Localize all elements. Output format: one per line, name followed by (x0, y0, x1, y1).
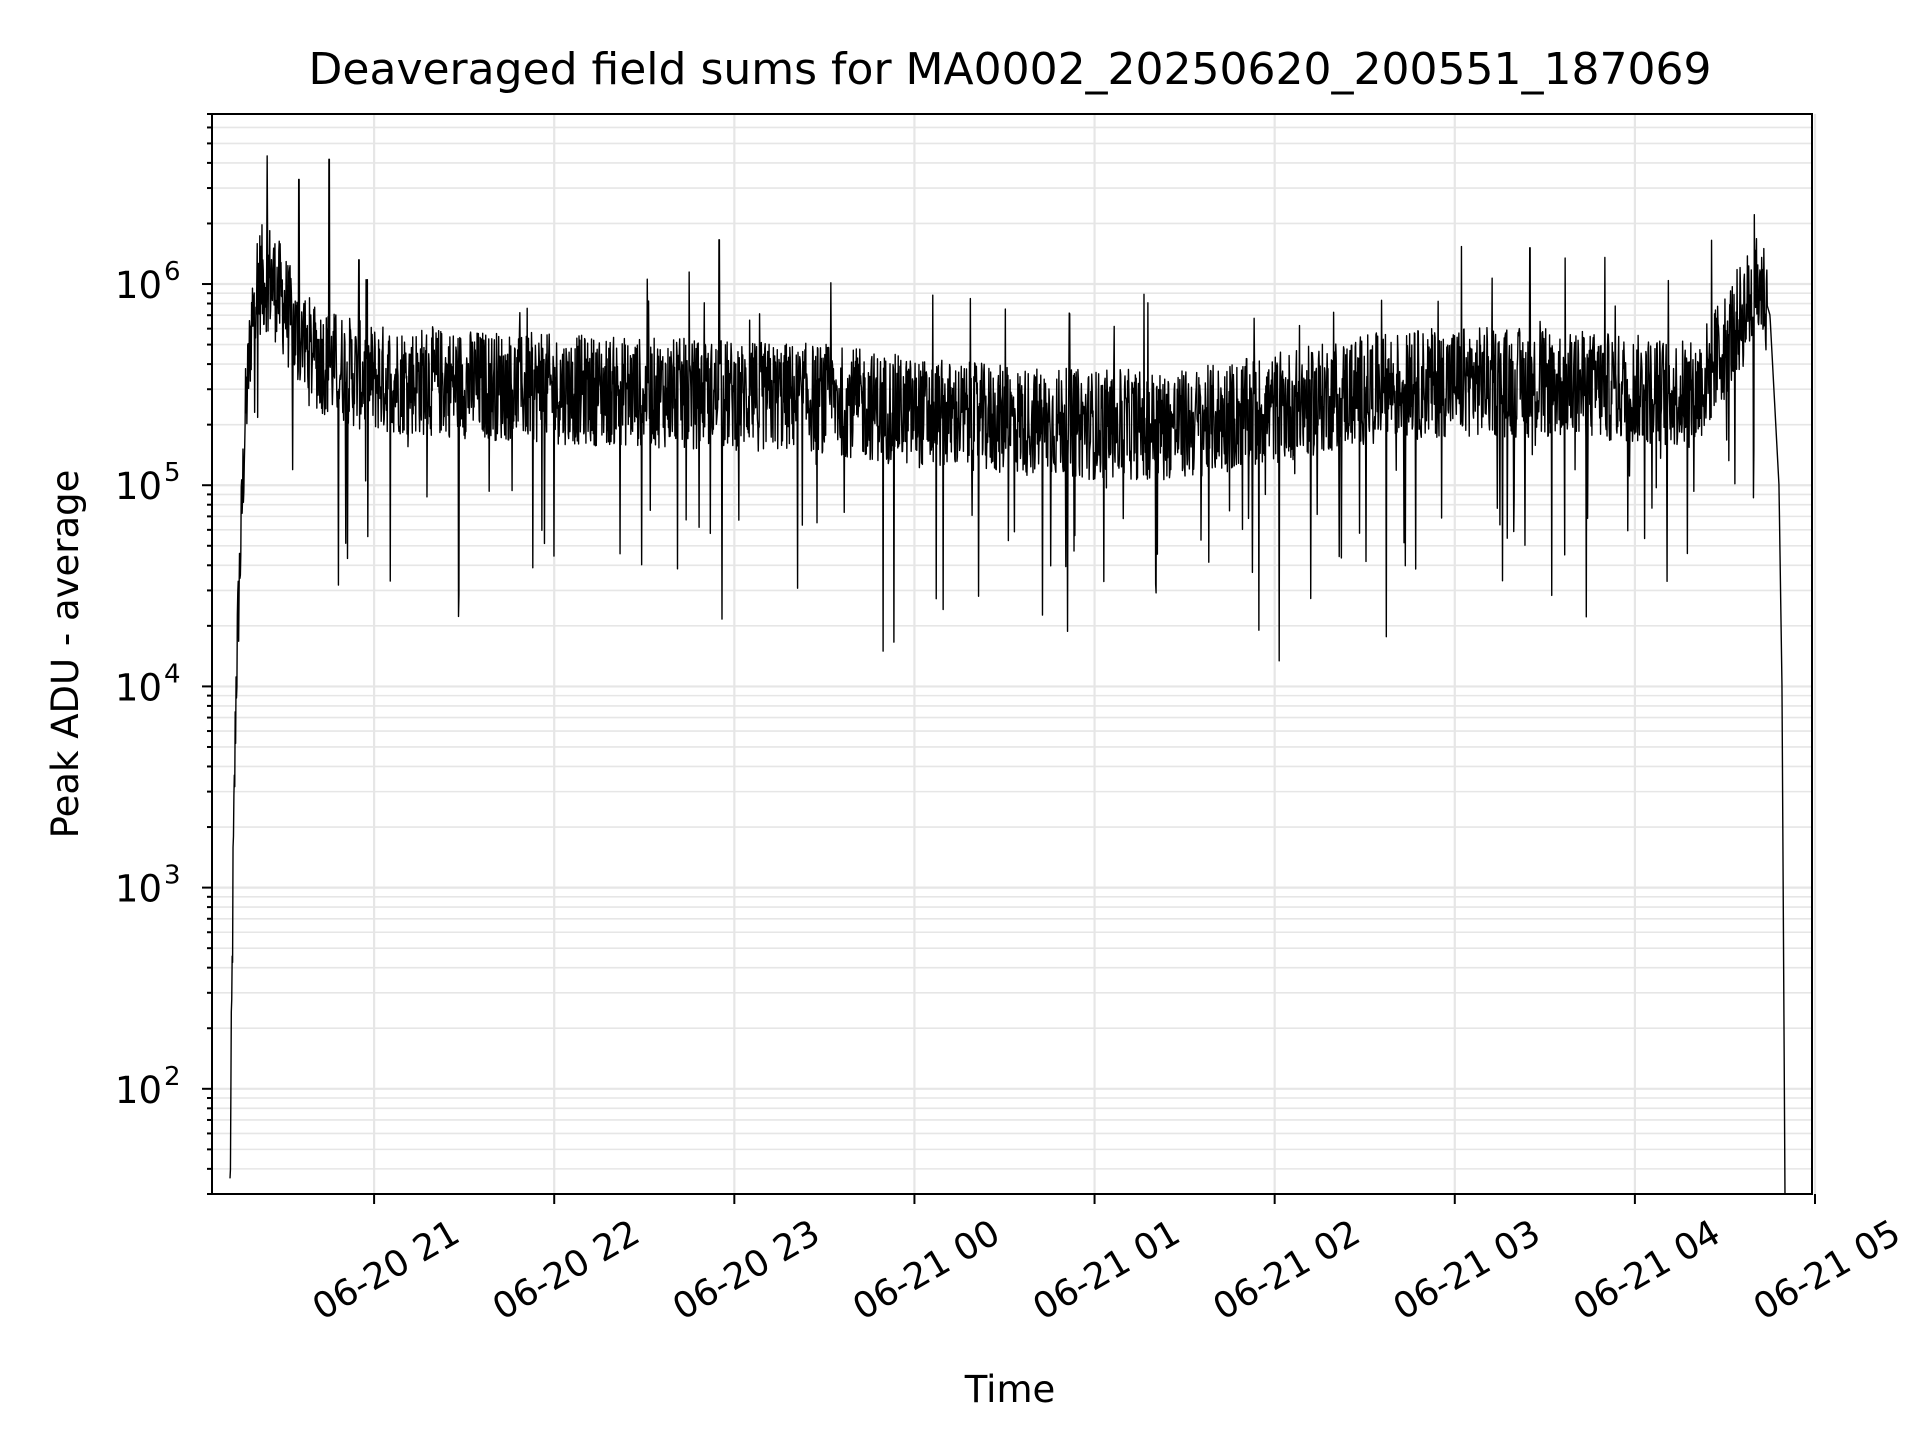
y-tick-label: 10 3 (115, 861, 181, 911)
x-tick-label: 06-21 05 (1747, 1212, 1908, 1328)
x-tick-label: 06-21 00 (846, 1212, 1007, 1328)
y-tick-label: 10 6 (115, 257, 181, 307)
y-tick-exponent: 5 (164, 458, 181, 488)
y-tick-label: 10 5 (115, 458, 181, 508)
plot-frame (211, 113, 1813, 1195)
x-tick-label: 06-21 02 (1206, 1212, 1367, 1328)
y-tick-base: 10 (115, 666, 162, 709)
x-tick-label: 06-21 04 (1567, 1212, 1728, 1328)
x-tick-label: 06-21 03 (1387, 1212, 1548, 1328)
x-tick-label: 06-20 22 (486, 1212, 647, 1328)
grid-lines (212, 113, 1817, 1195)
y-tick-exponent: 3 (164, 861, 181, 891)
x-tick-label: 06-21 01 (1026, 1212, 1187, 1328)
chart-title: Deaveraged field sums for MA0002_2025062… (309, 44, 1712, 95)
y-tick-base: 10 (115, 264, 162, 307)
x-tick-label: 06-20 23 (666, 1212, 827, 1328)
x-axis: 06-20 21 06-20 22 06-20 23 06-21 00 06-21 01… (306, 1194, 1908, 1329)
y-tick-exponent: 2 (164, 1062, 181, 1092)
y-tick-exponent: 6 (164, 257, 181, 287)
y-tick-base: 10 (115, 868, 162, 911)
x-tick-label: 06-20 21 (306, 1212, 467, 1328)
y-tick-base: 10 (115, 1069, 162, 1112)
y-tick-base: 10 (115, 465, 162, 508)
data-layer (229, 155, 1786, 1195)
y-axis-label: Peak ADU - average (44, 470, 87, 839)
y-tick-exponent: 4 (164, 659, 181, 689)
x-axis-label: Time (964, 1368, 1056, 1411)
data-series-line (229, 155, 1786, 1195)
y-tick-label: 10 4 (115, 659, 181, 709)
y-tick-label: 10 2 (115, 1062, 181, 1112)
